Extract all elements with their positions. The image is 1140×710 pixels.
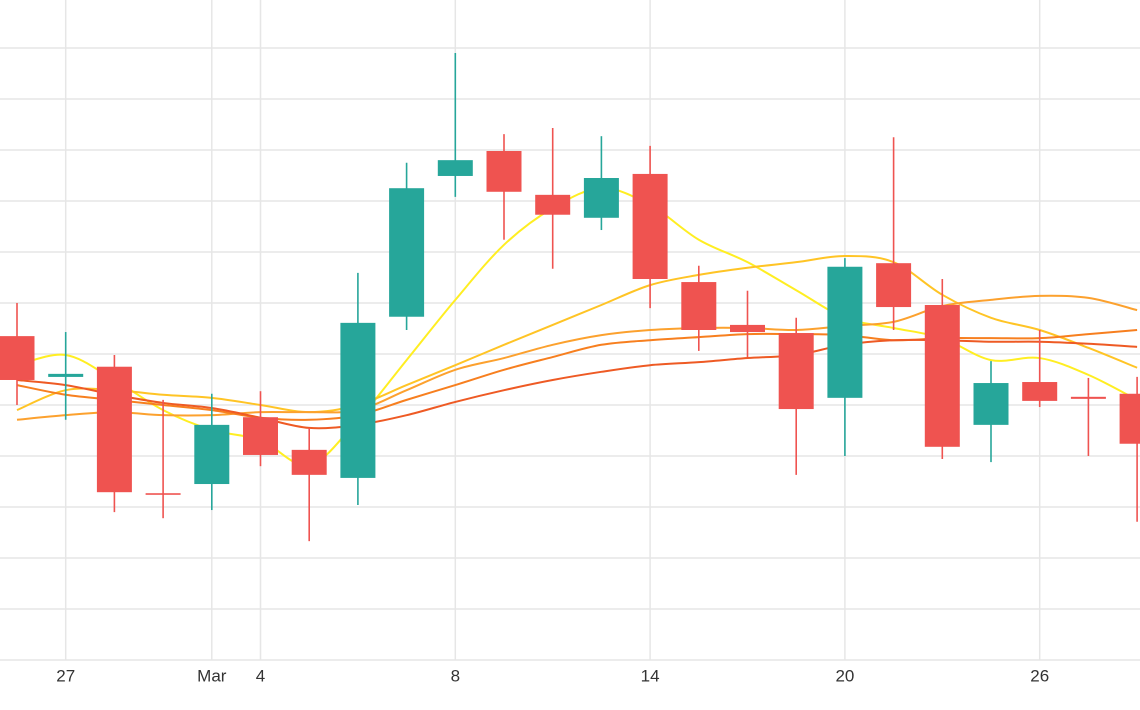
x-tick-label: 27 [56,666,75,685]
x-tick-label: 4 [256,666,265,685]
candle-body [924,305,960,447]
candle-body [389,188,425,317]
candles [0,53,1140,542]
moving-average-line [16,255,1138,414]
moving-average-line [16,187,1138,467]
candle-body [1070,396,1106,399]
candle-body [1022,382,1058,401]
candle-body [194,424,230,485]
candle-body [340,322,376,478]
candle-body [730,324,765,333]
candle-body [632,173,668,279]
candle-body [876,263,912,308]
candle-body [291,449,327,475]
candle-body [583,178,619,218]
grid [0,0,1140,661]
candle-body [827,266,863,398]
moving-averages [16,187,1138,467]
x-axis-labels: 27 Mar 4 8 14 20 26 [56,666,1049,685]
candle-body [243,417,278,455]
candle-body [681,282,717,330]
candle-body [535,194,571,215]
candle-body [48,373,84,377]
candle-body [145,493,181,495]
x-tick-label: 26 [1030,666,1049,685]
x-tick-label: 14 [641,666,660,685]
x-tick-label: 8 [451,666,460,685]
candle-body [96,366,132,493]
x-tick-label: 20 [835,666,854,685]
candle-body [0,336,35,380]
candle-body [778,333,814,410]
candle-body [1119,393,1140,444]
candle-body [973,383,1009,425]
x-tick-label: Mar [197,666,227,685]
candle-body [437,160,473,176]
candle-body [486,150,522,192]
